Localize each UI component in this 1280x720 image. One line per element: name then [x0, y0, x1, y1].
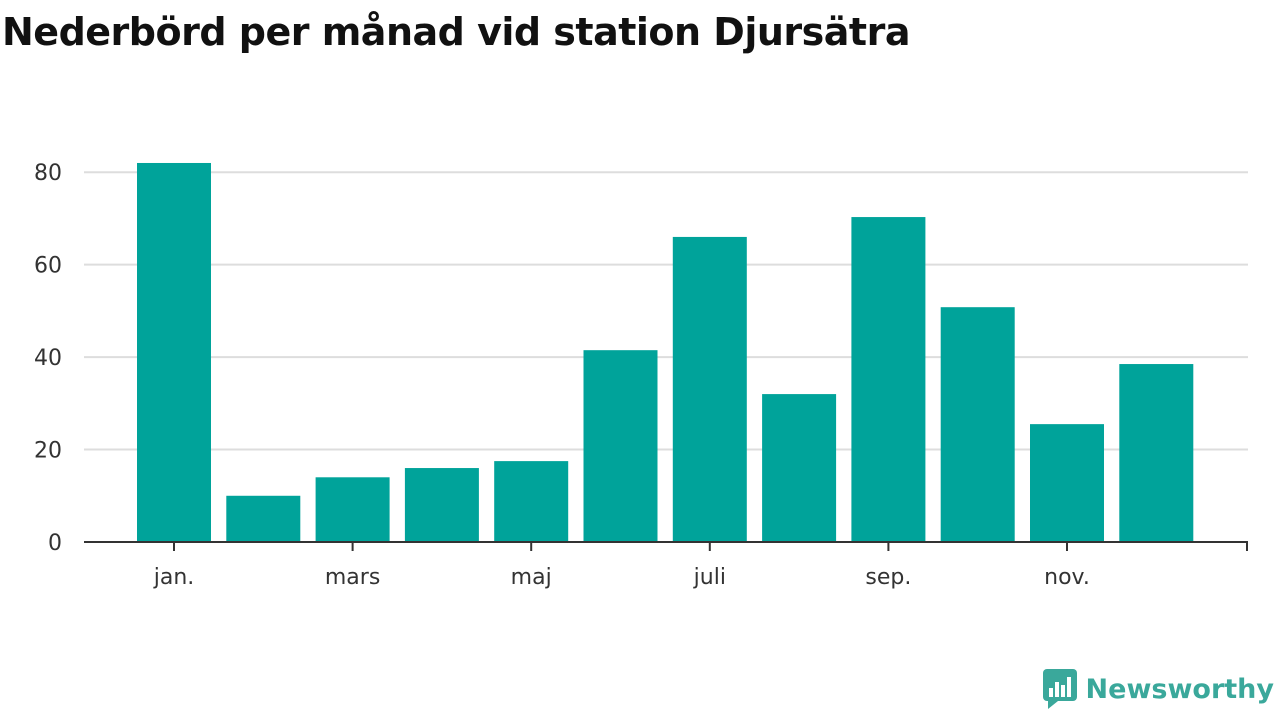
bar-dec — [1119, 364, 1194, 542]
bar-mars — [315, 477, 390, 542]
bar-juni — [583, 350, 658, 542]
bar-apr — [404, 468, 479, 542]
chart-title: Nederbörd per månad vid station Djursätr… — [2, 10, 910, 54]
x-tick-label: juli — [693, 565, 726, 590]
x-tick-label: mars — [325, 565, 380, 590]
y-tick-label: 0 — [48, 531, 62, 556]
x-tick-label: nov. — [1044, 565, 1090, 590]
bar-feb — [226, 495, 301, 542]
x-tick-label: sep. — [865, 565, 911, 590]
bars — [137, 162, 1194, 542]
bar-okt — [940, 307, 1015, 542]
y-tick-label: 80 — [34, 161, 62, 186]
x-tick-label: jan. — [153, 565, 195, 590]
logo-text: Newsworthy — [1085, 673, 1274, 705]
bar-jan — [137, 162, 211, 542]
newsworthy-chart-icon — [1042, 669, 1077, 709]
x-axis: jan. mars maj juli sep. nov. — [84, 541, 1248, 590]
bar-maj — [494, 461, 569, 542]
newsworthy-logo: Newsworthy — [1042, 668, 1274, 710]
y-axis-ticks: 0 20 40 60 80 — [34, 161, 62, 556]
y-tick-label: 40 — [34, 346, 62, 371]
grid-lines — [84, 171, 1248, 451]
y-tick-label: 20 — [34, 439, 62, 464]
bar-juli — [672, 236, 747, 542]
bar-nov — [1030, 424, 1104, 542]
bar-sep — [851, 217, 926, 542]
x-tick-label: maj — [511, 565, 552, 590]
y-tick-label: 60 — [34, 254, 62, 279]
bar-aug — [762, 394, 837, 542]
